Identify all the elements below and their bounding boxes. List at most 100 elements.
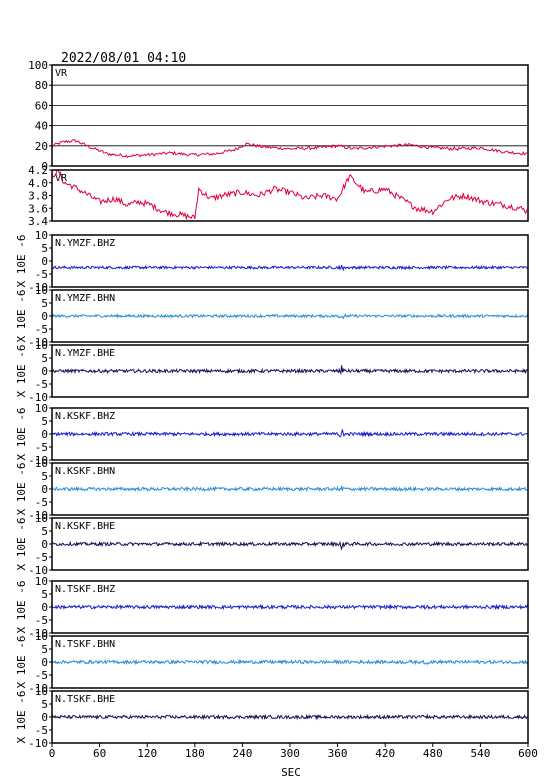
y-tick-label: -5 [35,669,48,682]
panel-frame [51,407,529,461]
y-tick-label: 60 [35,99,48,112]
y-tick-label: 5 [41,588,48,601]
y-tick-label: 40 [35,120,48,133]
series-line [51,485,529,493]
panel-label: N.KSKF.BHE [55,521,115,532]
x-axis: 0 60 120 180 240 300 360 420 480 540 600 [49,743,538,760]
y-tick-label: 0 [41,428,48,441]
x-tick-label: 120 [137,747,157,760]
y-tick-label: -5 [35,724,48,737]
x-tick-label: 360 [328,747,348,760]
y-tick-label: -5 [35,441,48,454]
x-tick-label: 180 [185,747,205,760]
x-tick-label: 420 [375,747,395,760]
panel-frame [51,289,529,343]
series-line [51,169,528,221]
y-axis-label: X 10E -6 [15,518,28,571]
series-line [51,313,529,320]
y-tick-label: 5 [41,470,48,483]
panel-label: N.TSKF.BHZ [55,584,115,595]
y-tick-label: -10 [28,336,48,349]
y-tick-label: 0 [41,310,48,323]
y-tick-label: 0 [41,160,48,173]
y-tick-label: 10 [35,284,48,297]
x-tick-label: 300 [280,747,300,760]
y-tick-label: 20 [35,140,48,153]
y-axis-label: X 10E -6 [15,691,28,744]
series-line [51,429,529,438]
y-tick-label: 3.6 [28,202,48,215]
y-tick-label: 5 [41,242,48,255]
y-axis-label: X 10E -6 [15,581,28,634]
y-tick-label: 10 [35,402,48,415]
series-line [51,540,529,551]
panel-frame [51,64,529,167]
y-tick-label: 10 [35,457,48,470]
panel-1: 0 20 40 60 80 100 VR [28,59,529,173]
y-axis-label: X 10E -6 [15,408,28,461]
y-tick-label: -10 [28,737,48,750]
y-tick-label: 4.0 [28,177,48,190]
series-line [51,713,529,721]
y-tick-label: 0 [41,255,48,268]
x-tick-label: 240 [232,747,252,760]
y-tick-label: 100 [28,59,48,72]
y-tick-label: -5 [35,496,48,509]
x-tick-label: 480 [423,747,443,760]
panel-frame [51,462,529,516]
x-tick-label: 540 [470,747,490,760]
y-tick-label: 0 [41,538,48,551]
y-tick-label: -10 [28,564,48,577]
y-tick-label: -10 [28,391,48,404]
panel-2: 3.43.63.84.04.2 VR [28,164,529,228]
panel-frame [51,635,529,689]
y-tick-label: 5 [41,525,48,538]
y-tick-label: 0 [41,656,48,669]
x-tick-label: 600 [518,747,538,760]
panel-label: VR [55,173,68,184]
y-axis-label: X 10E -6 [15,290,28,343]
panel-frame [51,580,529,634]
y-axis-label: X 10E -6 [15,235,28,288]
y-tick-label: 5 [41,698,48,711]
series-line [51,139,528,159]
panel-frame [51,344,529,398]
y-tick-label: -5 [35,614,48,627]
y-tick-label: -5 [35,323,48,336]
y-tick-label: 10 [35,630,48,643]
chart-title: 2022/08/01 04:10 [61,51,186,66]
y-tick-label: 10 [35,512,48,525]
y-tick-label: -10 [28,682,48,695]
y-axis-label: X 10E -6 [15,345,28,398]
panel-label: N.KSKF.BHZ [55,411,115,422]
y-tick-label: 10 [35,229,48,242]
y-tick-label: 5 [41,297,48,310]
y-tick-label: 4.2 [28,164,48,177]
y-tick-label: -5 [35,378,48,391]
y-tick-label: 0 [41,483,48,496]
panel-frame [51,169,529,222]
panel-label: N.YMZF.BHN [55,293,115,304]
panel-label: N.TSKF.BHN [55,639,115,650]
y-tick-label: 3.8 [28,190,48,203]
panel-label: N.YMZF.BHZ [55,238,115,249]
y-tick-label: 5 [41,415,48,428]
x-tick-label: 60 [93,747,106,760]
panel-label: N.TSKF.BHE [55,694,115,705]
y-tick-label: -5 [35,268,48,281]
y-tick-label: 0 [41,711,48,724]
y-tick-label: 0 [41,365,48,378]
y-tick-label: 10 [35,339,48,352]
series-line [51,264,528,272]
panel-frame [51,517,529,571]
y-tick-label: -10 [28,454,48,467]
